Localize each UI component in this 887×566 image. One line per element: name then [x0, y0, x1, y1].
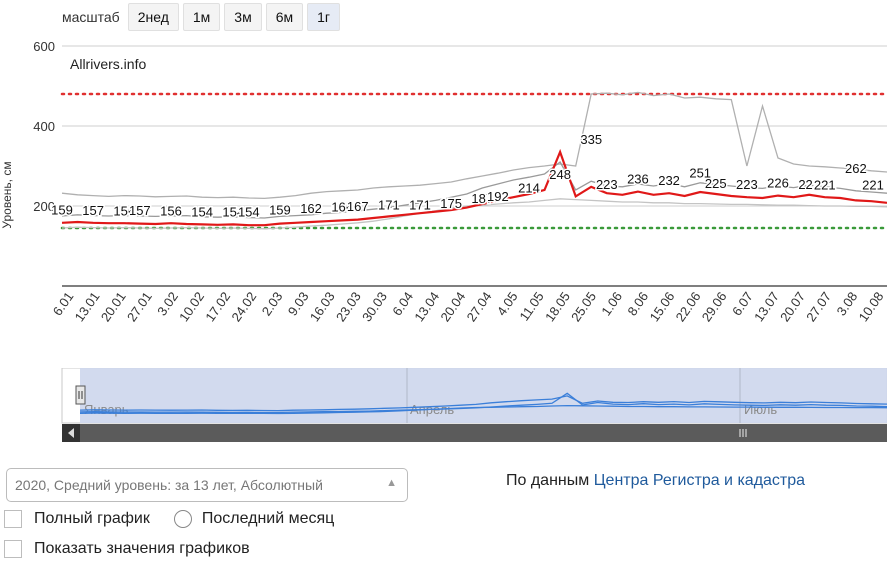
zoom-1m-button[interactable]: 1м: [182, 3, 221, 31]
data-label: 248: [549, 167, 571, 182]
zoom-2w-button[interactable]: 2нед: [127, 3, 179, 31]
navigator-series-3: [79, 404, 887, 415]
show-values-row: Показать значения графиков: [4, 540, 250, 558]
data-label: 232: [658, 173, 680, 188]
data-source: По данным Центра Регистра и кадастра: [506, 472, 805, 490]
data-label: 159: [51, 202, 73, 217]
data-label: 223: [596, 177, 618, 192]
data-label: 156: [160, 204, 182, 219]
chart-title: Allrivers.info: [70, 56, 146, 72]
full-chart-checkbox[interactable]: [4, 510, 22, 528]
range-navigator[interactable]: Январь Апрель Июль: [0, 368, 887, 448]
data-label: 192: [487, 189, 509, 204]
y-tick-label: 600: [33, 39, 55, 54]
x-tick-label: 1.06: [598, 289, 625, 318]
navigator-left-handle[interactable]: [75, 385, 86, 405]
x-tick-label: 27.04: [464, 289, 495, 324]
series-line-2: [61, 91, 887, 200]
y-tick-label: 200: [33, 199, 55, 214]
data-label: 159: [269, 202, 291, 217]
series-line-0: [61, 148, 887, 227]
zoom-3m-button[interactable]: 3м: [224, 3, 262, 31]
data-label: 156: [113, 204, 135, 219]
data-label: 226: [767, 176, 789, 191]
x-tick-label: 18.05: [542, 289, 573, 324]
x-tick-label: 29.06: [699, 289, 730, 324]
data-label: 166: [331, 200, 353, 215]
data-label: 214: [518, 180, 540, 195]
x-tick-label: 13.01: [72, 289, 103, 324]
x-tick-label: 13.07: [751, 289, 782, 324]
data-label: 222: [798, 177, 820, 192]
x-tick-label: 27.07: [803, 289, 834, 324]
data-label: 221: [814, 178, 836, 193]
data-label: 187: [471, 191, 493, 206]
chevron-up-icon: ▲: [386, 477, 397, 489]
x-tick-label: 10.02: [176, 289, 207, 324]
zoom-1y-button[interactable]: 1г: [307, 3, 341, 31]
data-label: 171: [409, 198, 431, 213]
data-label: 157: [129, 203, 151, 218]
y-axis-title: Уровень, см: [0, 161, 14, 228]
scrollbar-grip-icon: [739, 429, 747, 437]
data-label: 262: [845, 161, 867, 176]
data-label: 236: [627, 172, 649, 187]
data-label: 167: [347, 199, 369, 214]
scroll-left-arrow-icon: [68, 428, 74, 438]
show-values-label: Показать значения графиков: [34, 540, 250, 557]
x-tick-label: 27.01: [124, 289, 155, 324]
data-label: 335: [580, 132, 602, 147]
data-label: 223: [736, 177, 758, 192]
x-tick-label: 11.05: [516, 289, 546, 323]
data-label: 157: [82, 203, 104, 218]
last-month-label: Последний месяц: [201, 510, 335, 527]
x-tick-label: 25.05: [568, 289, 599, 324]
x-tick-label: 16.03: [307, 289, 338, 324]
navigator-month-label: Июль: [744, 402, 777, 417]
data-label: 225: [705, 176, 727, 191]
y-tick-label: 400: [33, 119, 55, 134]
x-tick-label: 17.02: [202, 289, 233, 324]
source-link[interactable]: Центра Регистра и кадастра: [593, 472, 806, 489]
x-tick-label: 13.04: [411, 289, 442, 324]
series-select-value: 2020, Средний уровень: за 13 лет, Абсолю…: [15, 477, 323, 493]
zoom-6m-button[interactable]: 6м: [265, 3, 304, 31]
data-label: 162: [300, 201, 322, 216]
x-tick-label: 24.02: [228, 289, 259, 324]
x-tick-label: 2.03: [259, 289, 286, 318]
x-tick-label: 23.03: [333, 289, 364, 324]
x-tick-label: 20.07: [777, 289, 808, 324]
full-chart-row: Полный график Последний месяц: [4, 510, 334, 528]
x-tick-label: 10.08: [856, 289, 887, 324]
data-label: 251: [689, 166, 711, 181]
data-label: 154: [238, 204, 260, 219]
zoom-label: масштаб: [62, 9, 120, 25]
navigator-series-1: [79, 395, 887, 412]
data-label: 171: [378, 198, 400, 213]
data-label: 175: [440, 196, 462, 211]
series-line-1: [61, 161, 887, 219]
x-tick-label: 20.01: [98, 289, 129, 324]
scrollbar-thumb[interactable]: [80, 424, 887, 442]
x-tick-label: 15.06: [647, 289, 678, 324]
data-label: 221: [862, 178, 884, 193]
data-label: 154: [222, 204, 244, 219]
last-month-radio[interactable]: [173, 510, 192, 528]
chart-controls: 2020, Средний уровень: за 13 лет, Абсолю…: [0, 462, 887, 566]
source-prefix: По данным: [506, 472, 590, 489]
x-tick-label: 22.06: [673, 289, 704, 324]
zoom-bar: масштаб 2нед 1м 3м 6м 1г: [62, 2, 341, 32]
x-tick-label: 20.04: [437, 289, 468, 324]
full-chart-label: Полный график: [34, 510, 150, 527]
show-values-checkbox[interactable]: [4, 540, 22, 558]
data-label: 154: [191, 204, 213, 219]
x-tick-label: 30.03: [359, 289, 390, 324]
series-select[interactable]: 2020, Средний уровень: за 13 лет, Абсолю…: [6, 468, 408, 502]
